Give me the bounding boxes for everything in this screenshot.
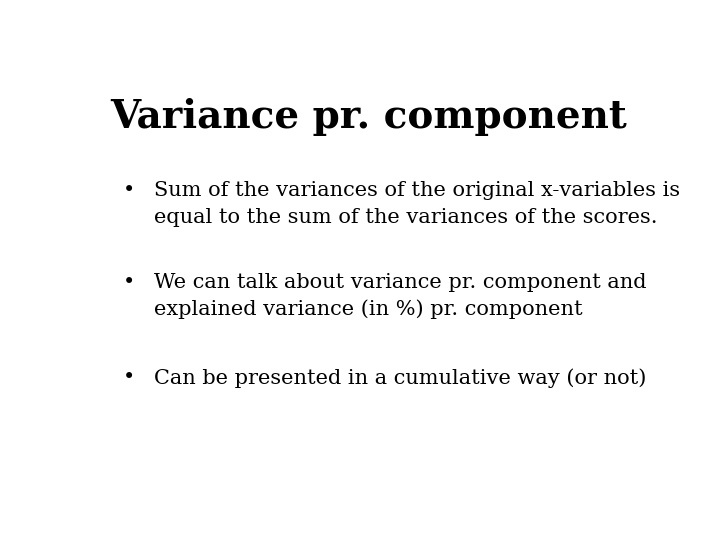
Text: Sum of the variances of the original x-variables is
equal to the sum of the vari: Sum of the variances of the original x-v…: [154, 181, 680, 227]
Text: •: •: [123, 368, 135, 387]
Text: Can be presented in a cumulative way (or not): Can be presented in a cumulative way (or…: [154, 368, 647, 388]
Text: We can talk about variance pr. component and
explained variance (in %) pr. compo: We can talk about variance pr. component…: [154, 273, 647, 319]
Text: •: •: [123, 181, 135, 200]
Text: Variance pr. component: Variance pr. component: [111, 98, 627, 136]
Text: •: •: [123, 273, 135, 292]
